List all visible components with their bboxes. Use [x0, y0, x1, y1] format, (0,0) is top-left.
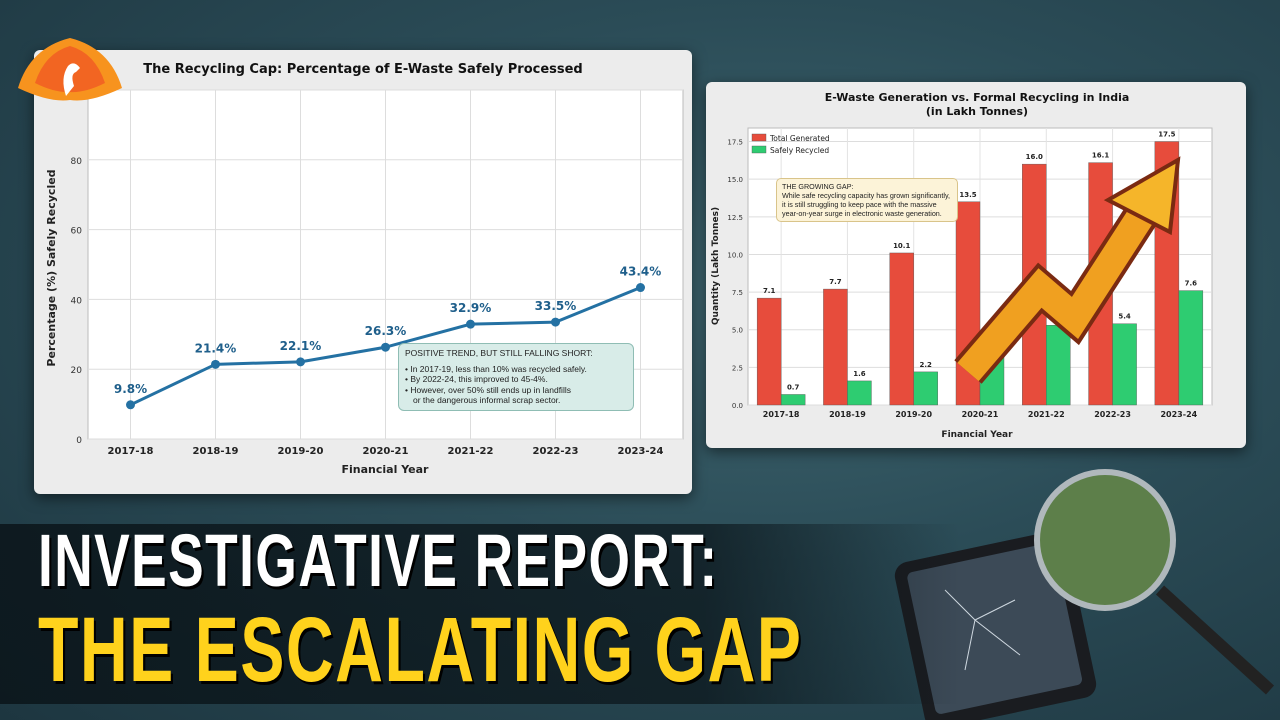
legend-label: Safely Recycled — [770, 146, 829, 155]
y-tick-label: 2.5 — [732, 364, 743, 372]
data-point — [211, 359, 220, 369]
x-tick-label: 2019-20 — [278, 446, 324, 457]
bar-label: 7.6 — [1185, 280, 1198, 288]
legend-swatch — [751, 133, 767, 142]
x-axis-label: Financial Year — [342, 463, 430, 476]
y-tick-label: 40 — [71, 296, 83, 306]
x-tick-label: 2021-22 — [1028, 410, 1065, 419]
data-label: 33.5% — [535, 299, 577, 313]
bar-label: 1.6 — [853, 370, 866, 378]
bar — [1178, 290, 1204, 406]
bar — [889, 252, 914, 406]
y-tick-label: 5.0 — [732, 327, 743, 335]
y-tick-label: 20 — [71, 366, 83, 376]
bar-label: 5.4 — [1118, 313, 1131, 321]
y-axis-label: Percentage (%) Safely Recycled — [45, 169, 58, 366]
data-point — [296, 357, 305, 367]
x-tick-label: 2022-23 — [533, 446, 579, 457]
annotation-bullet: • In 2017-19, less than 10% was recycled… — [405, 363, 587, 374]
headline-line2: THE ESCALATING GAP — [38, 599, 803, 701]
x-axis-label: Financial Year — [941, 430, 1013, 440]
y-tick-label: 10.0 — [727, 251, 743, 259]
annotation-line: While safe recycling capacity has grown … — [782, 191, 951, 200]
data-label: 22.1% — [280, 339, 322, 353]
data-point — [551, 317, 560, 327]
y-tick-label: 15.0 — [727, 176, 743, 184]
annotation-line: it is still struggling to keep pace with… — [782, 200, 937, 209]
y-tick-label: 0.0 — [732, 402, 743, 410]
trend-arrow-icon — [954, 156, 1181, 384]
data-point — [381, 342, 390, 352]
x-tick-label: 2017-18 — [763, 410, 800, 419]
bar — [780, 394, 806, 406]
data-point — [126, 400, 135, 410]
data-point — [466, 319, 475, 329]
headline-line1: INVESTIGATIVE REPORT: — [38, 519, 719, 602]
x-tick-label: 2023-24 — [618, 446, 664, 457]
x-tick-label: 2020-21 — [962, 410, 999, 419]
y-tick-label: 60 — [71, 227, 83, 237]
bar-label: 13.5 — [959, 191, 976, 199]
annotation-title: POSITIVE TREND, BUT STILL FALLING SHORT: — [405, 348, 593, 358]
bar-label: 2.2 — [920, 361, 933, 369]
data-label: 26.3% — [365, 324, 407, 338]
data-point — [636, 283, 645, 293]
x-tick-label: 2020-21 — [363, 446, 409, 457]
y-tick-label: 7.5 — [732, 289, 743, 297]
y-tick-label: 17.5 — [727, 139, 743, 147]
headline-band — [0, 524, 1280, 704]
legend-label: Total Generated — [769, 134, 830, 143]
bar-label: 0.7 — [787, 383, 800, 391]
bar — [913, 371, 938, 406]
bar — [756, 297, 782, 406]
bar-label: 16.1 — [1092, 152, 1109, 160]
bar-label: 16.0 — [1026, 153, 1043, 161]
y-tick-label: 12.5 — [727, 214, 743, 222]
x-tick-label: 2022-23 — [1094, 410, 1131, 419]
bar — [823, 288, 848, 406]
y-tick-label: 0 — [76, 436, 82, 446]
data-label: 43.4% — [620, 265, 662, 279]
bar — [847, 380, 872, 406]
bar — [1046, 325, 1071, 406]
data-label: 9.8% — [114, 382, 147, 396]
bar-chart-annotation: THE GROWING GAP: While safe recycling ca… — [776, 178, 958, 222]
peacock-logo-icon — [18, 38, 122, 101]
chart-subtitle: (in Lakh Tonnes) — [926, 105, 1028, 118]
data-label: 21.4% — [195, 341, 237, 355]
x-tick-label: 2019-20 — [895, 410, 932, 419]
chart-title: E-Waste Generation vs. Formal Recycling … — [825, 91, 1130, 104]
y-axis-label: Quantity (Lakh Tonnes) — [711, 207, 721, 325]
x-tick-label: 2023-24 — [1160, 410, 1197, 419]
bar-label: 10.1 — [893, 242, 910, 250]
x-tick-label: 2018-19 — [193, 446, 239, 457]
annotation-title: THE GROWING GAP: — [782, 182, 854, 191]
annotation-bullet: • By 2022-24, this improved to 45-4%. — [405, 374, 548, 384]
data-label: 32.9% — [450, 301, 492, 315]
bar-label: 7.1 — [763, 287, 776, 295]
bar — [1112, 323, 1137, 406]
annotation-line: year-on-year surge in electronic waste g… — [782, 209, 942, 218]
x-tick-label: 2017-18 — [108, 446, 154, 457]
y-tick-label: 80 — [71, 157, 83, 167]
bar-label: 17.5 — [1158, 131, 1175, 139]
x-tick-label: 2018-19 — [829, 410, 866, 419]
annotation-bullet: or the dangerous informal scrap sector. — [413, 395, 561, 405]
line-chart-annotation: POSITIVE TREND, BUT STILL FALLING SHORT:… — [398, 343, 634, 411]
x-tick-label: 2021-22 — [448, 446, 494, 457]
bar-label: 7.7 — [829, 278, 842, 286]
chart-title: The Recycling Cap: Percentage of E-Waste… — [143, 62, 583, 77]
annotation-bullet: • However, over 50% still ends up in lan… — [405, 384, 571, 395]
legend-swatch — [751, 145, 767, 154]
